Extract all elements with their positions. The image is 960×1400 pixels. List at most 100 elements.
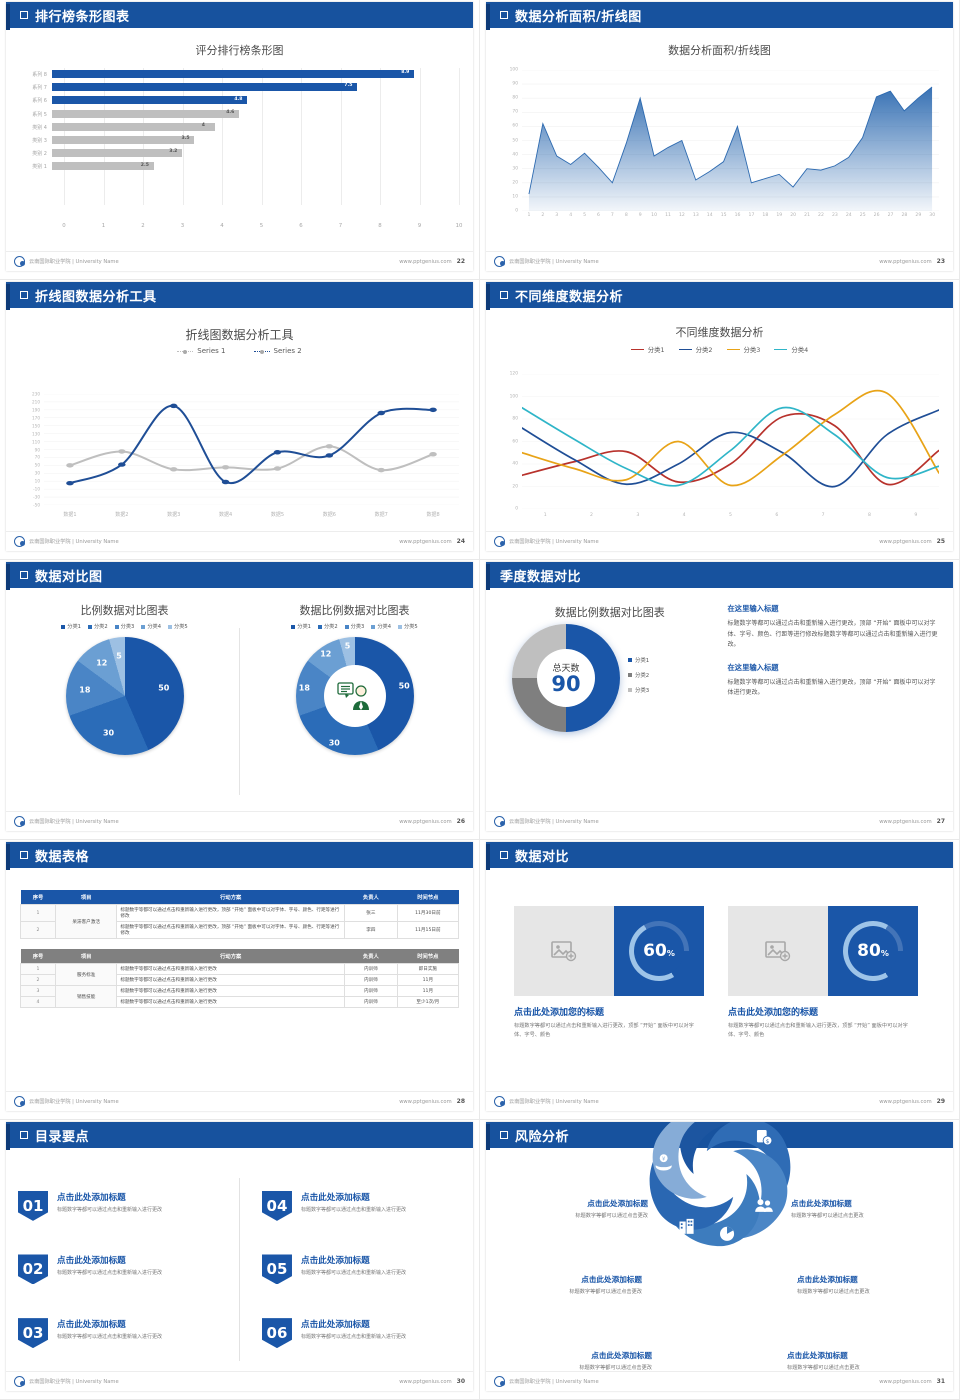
gauge-unit: % xyxy=(880,949,889,958)
catalog-item[interactable]: 05 点击此处添加标题 标题数字等都可以通过点击和重新输入进行更改 xyxy=(261,1254,461,1285)
legend-swatch xyxy=(628,672,632,677)
table-secondary[interactable]: 序号 项目 行动方案 负责人 时间节点 1 服务标准 标题数字等都可以通过点击和重新输入进行更… xyxy=(19,949,460,1008)
table-cell-action: 标题数字等都可以通过点击和重新输入进行更改，顶部 “开始” 面板中可以对字体、字… xyxy=(116,904,346,922)
table-row[interactable]: 4 标题数字等都可以通过点击和重新输入进行更改 内训师 至少1次/月 xyxy=(19,996,460,1008)
legend-label: 分类2 xyxy=(635,672,650,679)
image-placeholder[interactable] xyxy=(728,906,828,996)
table-cell-no: 4 xyxy=(19,996,57,1008)
bar-row: 系列 6 4.8 xyxy=(18,94,459,107)
slide-footer: 云南国际职业学院 | University Name www.pptgenius… xyxy=(6,251,473,271)
y-tick: 50 xyxy=(34,462,40,468)
footer-site: www.pptgenius.com xyxy=(399,1098,452,1105)
risk-desc: 标题数字等都可以通过点击更改 xyxy=(797,1289,870,1295)
catalog-item[interactable]: 06 点击此处添加标题 标题数字等都可以通过点击和重新输入进行更改 xyxy=(261,1318,461,1349)
page-number: 22 xyxy=(456,258,465,265)
slide-line-tool[interactable]: 折线图数据分析工具 折线图数据分析工具 Series 1 Series 2 23… xyxy=(0,280,480,560)
slide-gauge-compare[interactable]: 数据对比 60% 点击此处添加您的标题 标题数字等都可以通过点击和重新输入进行更改，… xyxy=(480,840,960,1120)
slide-footer: 云南国际职业学院 | University Name www.pptgenius… xyxy=(486,531,953,551)
item-desc: 标题数字等都可以通过点击和重新输入进行更改 xyxy=(300,1334,406,1341)
risk-title: 点击此处添加标题 xyxy=(581,1275,642,1284)
bar-label: 类别 4 xyxy=(32,124,47,131)
bar xyxy=(52,70,415,78)
x-tick: 28 xyxy=(901,213,908,218)
bar xyxy=(52,122,215,131)
coins-icon: $ xyxy=(756,1130,772,1146)
slide-catalog[interactable]: 目录要点 01 点击此处添加标题 标题数字等都可以通过点击和重新输入进行更改 02 点击… xyxy=(0,1120,480,1400)
table-header-cell: 项目 xyxy=(55,949,117,964)
data-point xyxy=(273,450,282,455)
legend-label: Series 1 xyxy=(197,347,226,355)
risk-label-6: 点击此处添加标题 标题数字等都可以通过点击更改 xyxy=(787,1350,939,1371)
school-logo-icon xyxy=(14,816,25,827)
slide-data-table[interactable]: 数据表格 序号 项目 行动方案 负责人 时间节点 1 呆滞客户激活 标题数字等都可以通过点击和… xyxy=(0,840,480,1120)
legend-item: 分类2 xyxy=(317,623,338,630)
gauge: 60% xyxy=(614,906,704,996)
risk-title: 点击此处添加标题 xyxy=(587,1199,648,1208)
x-tick: 12 xyxy=(678,213,685,218)
table-group-cell: 销售技能 xyxy=(55,985,118,1008)
slice-value: 12 xyxy=(320,649,332,659)
data-point xyxy=(429,452,437,457)
image-placeholder[interactable] xyxy=(514,906,614,996)
legend-item: 分类2 xyxy=(678,345,713,354)
footer-site: www.pptgenius.com xyxy=(399,258,452,265)
chart-title: 不同维度数据分析 xyxy=(675,326,764,339)
y-tick: 50 xyxy=(512,138,518,143)
data-point xyxy=(377,467,385,473)
bar-row: 系列 5 4.6 xyxy=(18,108,459,121)
slide-risk-analysis[interactable]: 风险分析 ¥$¥ 点击此处添加标题 标题数字等都可以通过点击更改 点击此处添加标… xyxy=(480,1120,960,1400)
chart-title: 数据比例数据对比图表 xyxy=(299,604,410,617)
table-row[interactable]: 1 服务标准 标题数字等都可以通过点击和重新输入进行更改 内训师 即日实施 xyxy=(19,963,460,986)
footer-org: 云南国际职业学院 | University Name xyxy=(509,819,599,825)
table-primary[interactable]: 序号 项目 行动方案 负责人 时间节点 1 呆滞客户激活 标题数字等都可以通过点击和重新输入进… xyxy=(19,890,460,939)
table-cell-owner: 内训师 xyxy=(344,996,398,1008)
table-row[interactable]: 3 销售技能 标题数字等都可以通过点击和重新输入进行更改 内训师 11月 xyxy=(19,985,460,1008)
catalog-item[interactable]: 01 点击此处添加标题 标题数字等都可以通过点击和重新输入进行更改 xyxy=(18,1190,229,1221)
catalog-item[interactable]: 04 点击此处添加标题 标题数字等都可以通过点击和重新输入进行更改 xyxy=(261,1190,461,1221)
slide-footer: 云南国际职业学院 | University Name www.pptgenius… xyxy=(6,1091,473,1111)
block-title: 在这里输入标题 xyxy=(727,662,779,672)
x-tick: 19 xyxy=(776,213,783,218)
risk-label-2: 点击此处添加标题 标题数字等都可以通过点击更改 xyxy=(791,1198,941,1219)
slide-quarter-compare[interactable]: 季度数据对比 数据比例数据对比图表 总天数 90 分类1 分类2 分类3 xyxy=(480,560,960,840)
table-cell-no: 2 xyxy=(19,974,57,986)
risk-desc: 标题数字等都可以通过点击更改 xyxy=(575,1213,648,1219)
catalog-item[interactable]: 02 点击此处添加标题 标题数字等都可以通过点击和重新输入进行更改 xyxy=(18,1254,229,1285)
table-row[interactable]: 1 呆滞客户激活 标题数字等都可以通过点击和重新输入进行更改，顶部 “开始” 面板中… xyxy=(19,904,460,939)
compare-card[interactable]: 60% 点击此处添加您的标题 标题数字等都可以通过点击和重新输入进行更改，顶部 “开… xyxy=(514,906,704,1091)
catalog-item[interactable]: 03 点击此处添加标题 标题数字等都可以通过点击和重新输入进行更改 xyxy=(18,1318,229,1349)
table-header-cell: 序号 xyxy=(20,890,56,905)
donut-hole xyxy=(323,665,386,727)
slide-ranking-bar[interactable]: 排行榜条形图表 评分排行榜条形图 系列 8 8.9 系列 7 7.5 系列 6 4.8 系列… xyxy=(0,0,480,280)
slide-header: 数据对比 xyxy=(486,842,953,868)
series-line xyxy=(70,446,433,470)
gauge-value: 60 xyxy=(643,941,667,961)
x-tick: 2 xyxy=(590,513,593,518)
header-accent xyxy=(6,1124,10,1150)
y-tick: 70 xyxy=(34,454,40,460)
table-row[interactable]: 2 标题数字等都可以通过点击和重新输入进行更改，顶部 “开始” 面板中可以对字体、… xyxy=(19,921,460,939)
header-accent xyxy=(6,4,10,30)
legend-item: 分类5 xyxy=(398,623,418,630)
slide-title: 折线图数据分析工具 xyxy=(35,289,157,305)
table-header-cell: 项目 xyxy=(55,890,117,905)
item-desc: 标题数字等都可以通过点击和重新输入进行更改 xyxy=(300,1270,406,1277)
gauge-unit: % xyxy=(666,949,675,958)
risk-title: 点击此处添加标题 xyxy=(787,1351,848,1360)
x-tick: 4 xyxy=(220,223,224,229)
checkbox-icon xyxy=(500,851,508,859)
gauge-value: 80 xyxy=(857,941,881,961)
x-tick: 11 xyxy=(665,213,671,218)
slide-multi-dimension[interactable]: 不同维度数据分析 不同维度数据分析 分类1 分类2 分类3 分类4 120 100 80 6… xyxy=(480,280,960,560)
legend-item: 分类4 xyxy=(141,623,161,630)
compare-card[interactable]: 80% 点击此处添加您的标题 标题数字等都可以通过点击和重新输入进行更改，顶部 “开… xyxy=(728,906,918,1091)
slide-header: 目录要点 xyxy=(6,1122,473,1148)
table-group-cell: 服务标准 xyxy=(55,963,118,986)
data-point xyxy=(118,462,126,467)
y-tick: 80 xyxy=(512,416,518,422)
risk-desc: 标题数字等都可以通过点击更改 xyxy=(791,1213,864,1219)
x-tick: 数据6 xyxy=(322,512,336,518)
slide-area-line[interactable]: 数据分析面积/折线图 数据分析面积/折线图 100 90 80 70 60 50 40 30 2… xyxy=(480,0,960,280)
legend-swatch xyxy=(628,687,632,692)
